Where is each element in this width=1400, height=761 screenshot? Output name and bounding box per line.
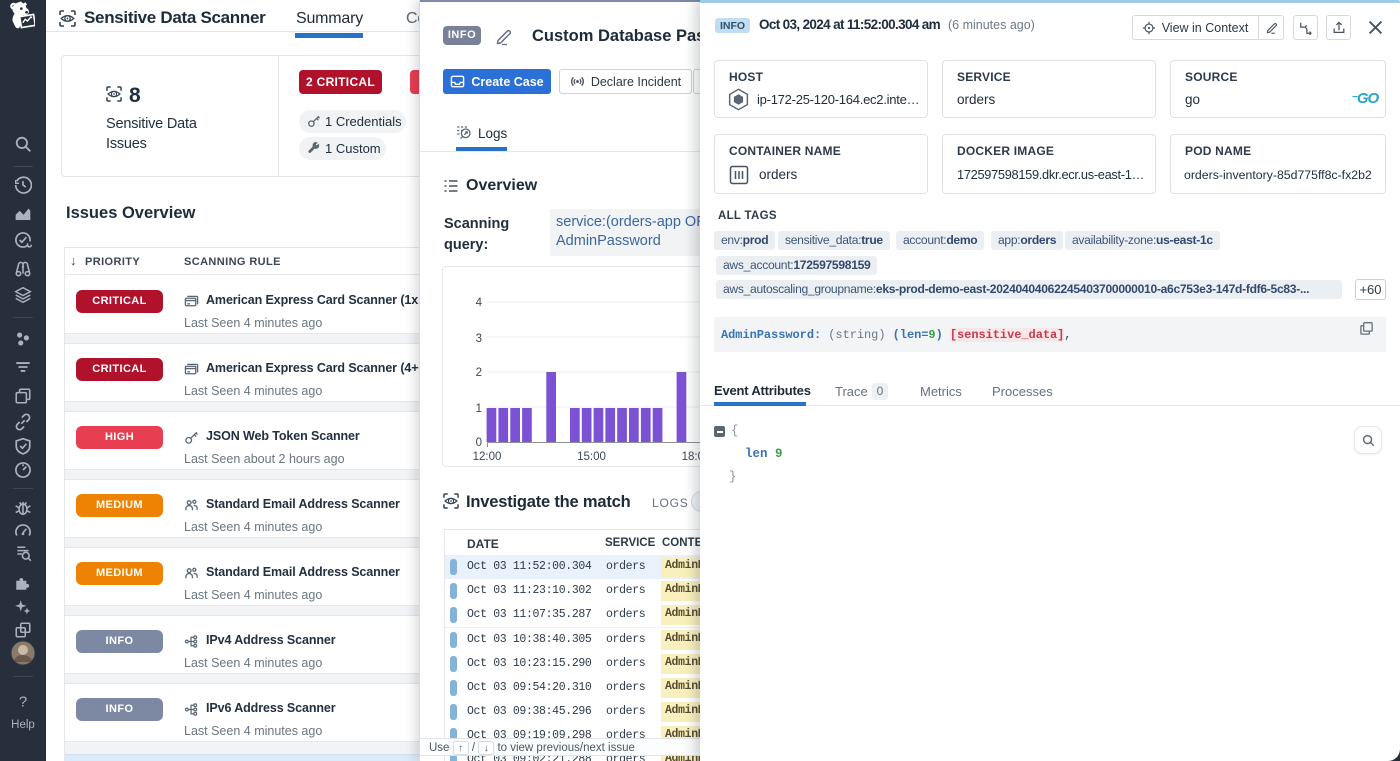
- svg-text:4: 4: [476, 297, 483, 309]
- svg-text:15:00: 15:00: [577, 451, 606, 463]
- svg-text:3: 3: [476, 333, 482, 345]
- svg-text:1: 1: [476, 403, 482, 415]
- svg-text:12:00: 12:00: [473, 451, 502, 463]
- svg-text:2: 2: [476, 367, 482, 379]
- svg-text:0: 0: [476, 437, 482, 449]
